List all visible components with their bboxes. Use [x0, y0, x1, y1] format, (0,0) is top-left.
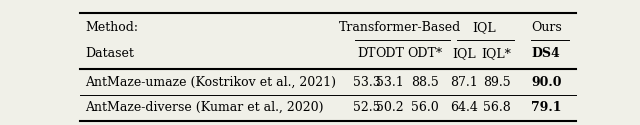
Text: 53.3: 53.3 [353, 76, 381, 89]
Text: ODT: ODT [376, 47, 404, 60]
Text: 90.0: 90.0 [531, 76, 561, 89]
Text: 53.1: 53.1 [376, 76, 404, 89]
Text: ODT*: ODT* [407, 47, 442, 60]
Text: DS4: DS4 [532, 47, 561, 60]
Text: 87.1: 87.1 [451, 76, 478, 89]
Text: Transformer-Based: Transformer-Based [339, 21, 461, 34]
Text: IQL*: IQL* [482, 47, 511, 60]
Text: 89.5: 89.5 [483, 76, 511, 89]
Text: 52.5: 52.5 [353, 101, 380, 114]
Text: Dataset: Dataset [85, 47, 134, 60]
Text: IQL: IQL [472, 21, 496, 34]
Text: Method:: Method: [85, 21, 138, 34]
Text: 56.0: 56.0 [411, 101, 438, 114]
Text: Ours: Ours [531, 21, 562, 34]
Text: AntMaze-diverse (Kumar et al., 2020): AntMaze-diverse (Kumar et al., 2020) [85, 101, 323, 114]
Text: AntMaze-umaze (Kostrikov et al., 2021): AntMaze-umaze (Kostrikov et al., 2021) [85, 76, 336, 89]
Text: 79.1: 79.1 [531, 101, 561, 114]
Text: 88.5: 88.5 [411, 76, 438, 89]
Text: 50.2: 50.2 [376, 101, 404, 114]
Text: 56.8: 56.8 [483, 101, 511, 114]
Text: IQL: IQL [452, 47, 476, 60]
Text: 64.4: 64.4 [451, 101, 478, 114]
Text: DT: DT [357, 47, 376, 60]
